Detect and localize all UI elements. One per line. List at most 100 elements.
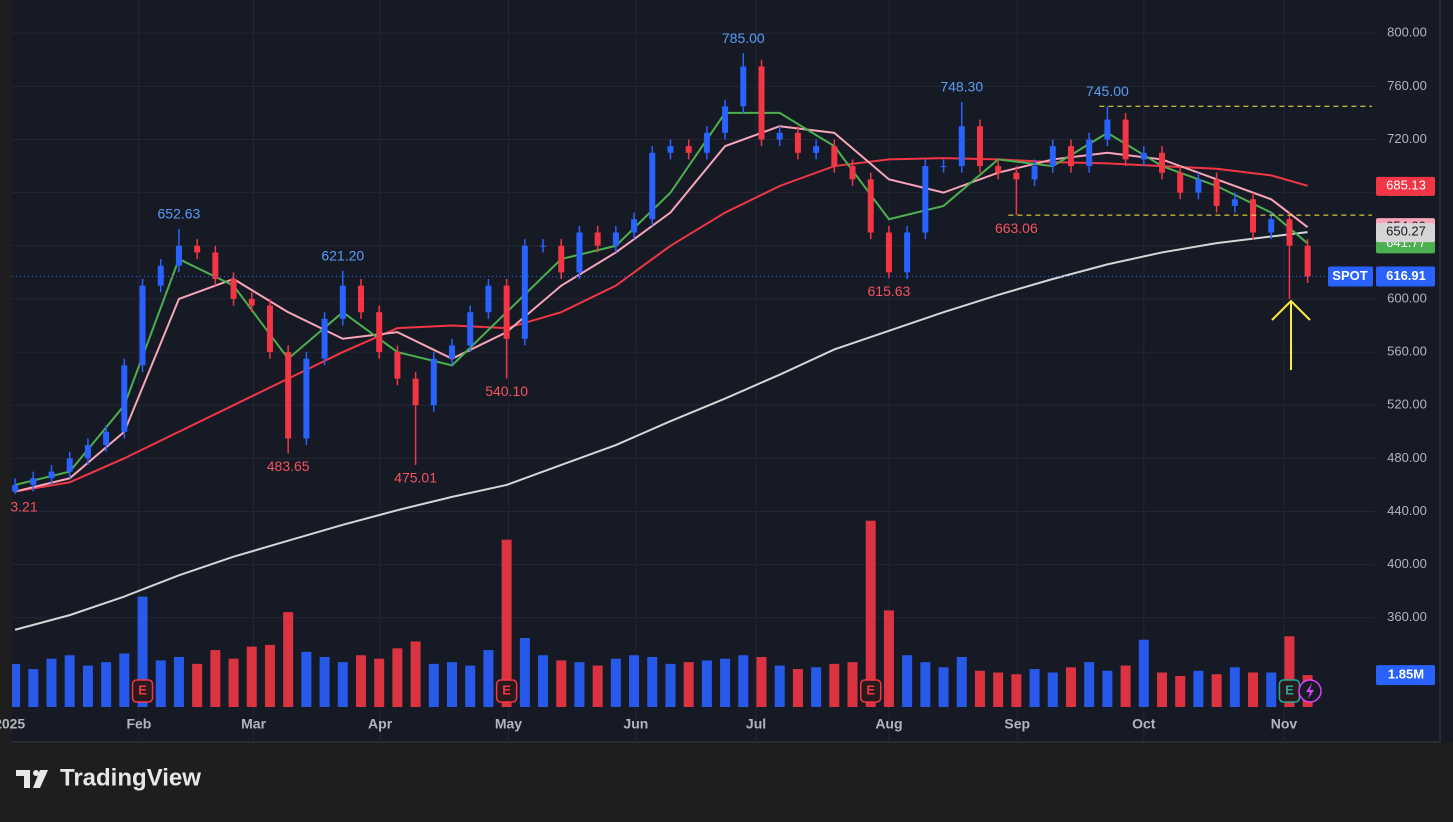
candle-body [175,245,182,266]
volume-badge [1376,665,1435,686]
candle-body [48,471,55,479]
earnings-label: E [138,682,147,697]
moving-average [14,231,1308,631]
volume-bar [629,655,640,707]
volume-bar [246,646,257,707]
volume-bar [1029,669,1040,707]
plot-bg [12,0,1453,742]
candle-body [357,285,364,313]
volume-bar [410,641,421,707]
earnings-box [495,679,518,703]
volume-bar [447,662,458,707]
earnings-marker: E [1278,679,1301,703]
candle-body [740,66,747,107]
price-badge [1376,176,1435,196]
candle-body [1140,152,1147,160]
candle-body [576,232,583,273]
candle-body [103,431,110,446]
x-tick-label: Feb [126,716,151,732]
volume-bar [665,663,676,707]
extreme-label: 748.30 [940,79,983,95]
candle-body [649,152,656,220]
candle-body [266,305,273,353]
volume-bar [1266,672,1277,707]
volume-bar [210,650,221,707]
volume-bar [12,663,21,707]
earnings-label: E [502,682,511,697]
volume-bar [355,655,366,707]
candle-body [976,126,983,167]
candle-body [958,126,965,167]
volume-bar [192,663,203,707]
candle-body [667,146,674,153]
candle-body [394,352,401,379]
candle-body [248,298,255,306]
volume-bar [82,665,93,707]
candle-body [776,132,783,140]
volume-bar [519,638,530,707]
volume-bar [319,656,330,707]
y-tick-label: 520.00 [1387,397,1427,412]
volume-bar [956,656,967,707]
arrow [1271,299,1311,370]
volume-bar [374,658,385,707]
x-tick-label: Mar [241,716,266,732]
candle-body [849,166,856,180]
extreme-label: 652.63 [158,206,201,222]
candle-body [685,146,692,153]
x-tick-label: Jul [746,716,766,732]
volume-bar [883,610,894,707]
volume-bar [592,665,603,707]
x-tick-label: Oct [1132,716,1156,732]
candle-body [794,132,801,153]
volume-bar [64,655,75,707]
volume-bar [28,669,39,707]
x-tick-label: Jun [623,716,648,732]
volume-bar [264,644,275,707]
candle-body [1286,219,1293,246]
price-badge-label: 685.13 [1386,177,1426,192]
volume-bar [974,670,985,707]
earnings-marker: E [495,679,518,703]
candle-body [631,219,638,233]
volume-bar [465,665,476,707]
earnings-box [131,679,154,703]
y-tick-label: 440.00 [1387,503,1427,518]
candle-body [922,166,929,233]
volume-bar [938,667,949,707]
candle-body [503,285,510,339]
volume-bar [847,662,858,707]
candle-body [1067,146,1074,167]
volume-bar [337,662,348,707]
candle-body [540,245,547,247]
candle-body [594,232,601,246]
extreme-label: 785.00 [722,30,765,46]
candle-body [1304,245,1311,277]
volume-bar [228,658,239,707]
volume-bar [1138,639,1149,707]
volume-bar [283,612,294,707]
x-tick-label: Apr [368,716,393,732]
volume-bar [756,656,767,707]
volume-bar [1084,662,1095,707]
candle-body [139,285,146,366]
candle-body [303,358,310,439]
candle-body [703,132,710,153]
volume-bar [1284,636,1295,707]
volume-badge-label: 1.85M [1388,667,1424,682]
earnings-marker: E [131,679,154,703]
candle-body [885,232,892,273]
x-tick-label: Aug [875,716,902,732]
y-tick-label: 800.00 [1387,25,1427,40]
brand: TradingView [60,764,201,791]
extreme-label: 483.65 [267,458,310,474]
volume-bar [683,662,694,707]
y-tick-label: 600.00 [1387,290,1427,305]
candle-body [321,318,328,359]
volume-bar [610,658,621,707]
candle-body [66,458,73,472]
alert-icon [1298,679,1322,703]
candle-body [339,285,346,319]
y-tick-label: 560.00 [1387,344,1427,359]
symbol-label: SPOT [1332,268,1367,283]
